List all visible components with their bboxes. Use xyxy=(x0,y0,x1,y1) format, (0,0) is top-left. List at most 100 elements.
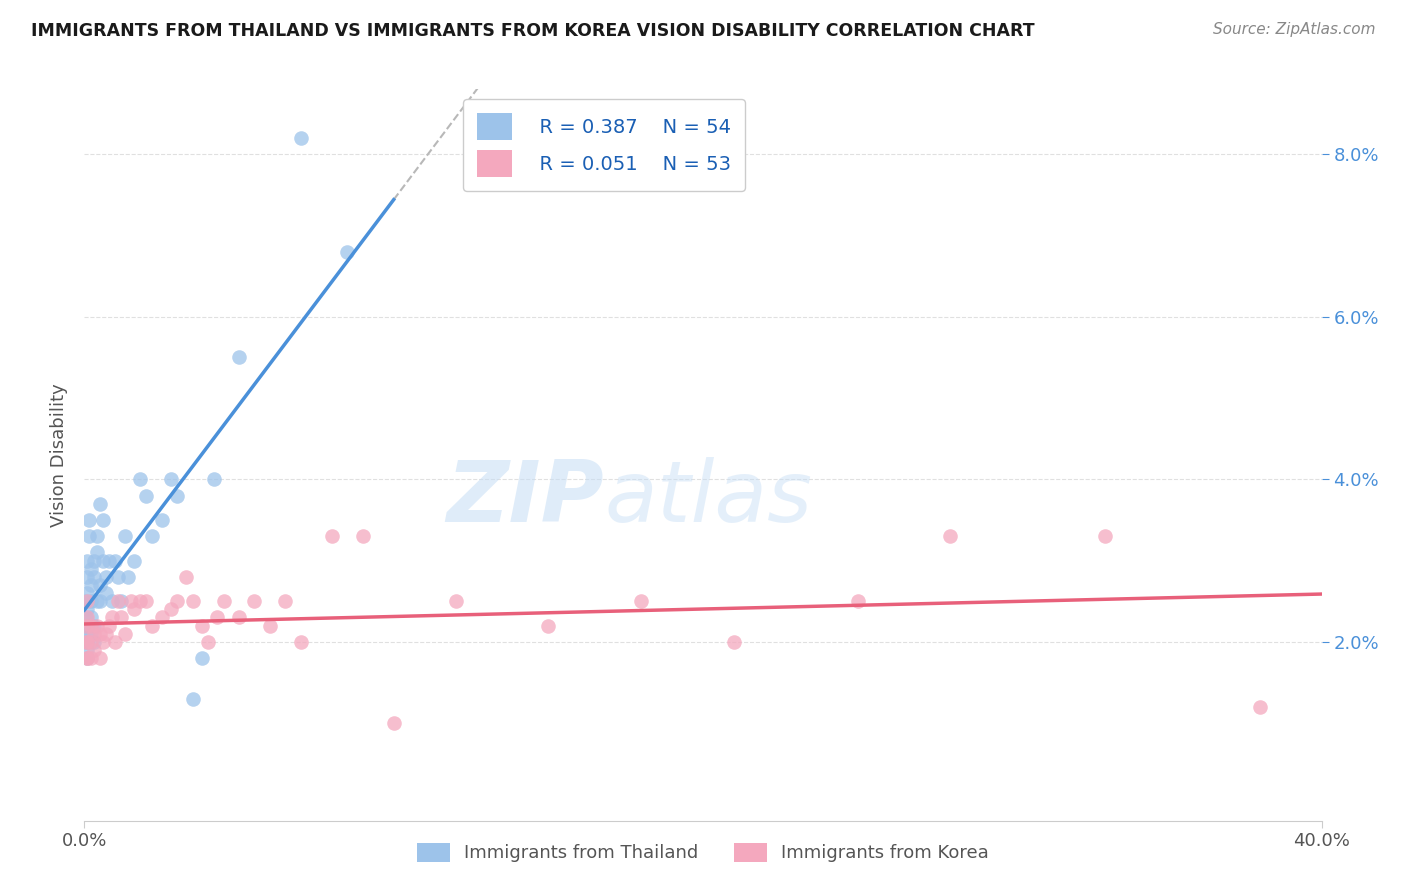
Point xyxy=(1249,699,1271,714)
Point xyxy=(83,618,105,632)
Point xyxy=(114,626,136,640)
Point xyxy=(114,529,136,543)
Point xyxy=(83,570,105,584)
Point xyxy=(94,626,117,640)
Point xyxy=(83,635,105,649)
Point xyxy=(212,594,235,608)
Point xyxy=(75,610,97,624)
Point xyxy=(98,553,121,567)
Point xyxy=(91,635,114,649)
Point xyxy=(207,610,229,624)
Point xyxy=(723,635,745,649)
Point xyxy=(76,553,98,567)
Point xyxy=(202,472,225,486)
Point xyxy=(129,472,152,486)
Point xyxy=(107,594,129,608)
Point xyxy=(76,602,98,616)
Point xyxy=(98,618,121,632)
Point xyxy=(259,618,281,632)
Point xyxy=(89,578,111,592)
Point xyxy=(79,578,101,592)
Point xyxy=(79,626,101,640)
Point xyxy=(76,643,98,657)
Point xyxy=(101,594,124,608)
Point xyxy=(141,618,163,632)
Point xyxy=(228,351,250,365)
Point xyxy=(197,635,219,649)
Point xyxy=(86,618,108,632)
Text: Source: ZipAtlas.com: Source: ZipAtlas.com xyxy=(1212,22,1375,37)
Y-axis label: Vision Disability: Vision Disability xyxy=(51,383,69,527)
Point xyxy=(1094,529,1116,543)
Point xyxy=(336,244,359,259)
Point xyxy=(191,618,214,632)
Point xyxy=(76,635,98,649)
Point xyxy=(77,529,100,543)
Point xyxy=(76,618,98,632)
Point xyxy=(76,651,98,665)
Point xyxy=(76,635,98,649)
Point xyxy=(352,529,374,543)
Point xyxy=(76,626,98,640)
Point xyxy=(76,635,98,649)
Point xyxy=(101,610,124,624)
Point xyxy=(86,545,108,559)
Point xyxy=(76,618,98,632)
Point xyxy=(83,626,105,640)
Point xyxy=(104,553,127,567)
Point xyxy=(243,594,266,608)
Point xyxy=(76,594,98,608)
Point xyxy=(76,651,98,665)
Point xyxy=(150,610,173,624)
Text: atlas: atlas xyxy=(605,458,813,541)
Point xyxy=(91,553,114,567)
Point xyxy=(150,513,173,527)
Point xyxy=(75,635,97,649)
Point xyxy=(181,691,204,706)
Point xyxy=(321,529,343,543)
Text: IMMIGRANTS FROM THAILAND VS IMMIGRANTS FROM KOREA VISION DISABILITY CORRELATION : IMMIGRANTS FROM THAILAND VS IMMIGRANTS F… xyxy=(31,22,1035,40)
Point xyxy=(79,610,101,624)
Point xyxy=(75,594,97,608)
Point xyxy=(89,594,111,608)
Point xyxy=(94,586,117,600)
Point xyxy=(135,594,157,608)
Point xyxy=(83,553,105,567)
Point xyxy=(110,594,132,608)
Legend:   R = 0.387    N = 54,   R = 0.051    N = 53: R = 0.387 N = 54, R = 0.051 N = 53 xyxy=(463,99,745,191)
Point xyxy=(86,594,108,608)
Point xyxy=(166,594,188,608)
Point xyxy=(939,529,962,543)
Point xyxy=(444,594,467,608)
Point xyxy=(122,602,145,616)
Point xyxy=(89,497,111,511)
Point xyxy=(76,610,98,624)
Point xyxy=(94,570,117,584)
Point xyxy=(89,626,111,640)
Point xyxy=(79,635,101,649)
Point xyxy=(86,529,108,543)
Point xyxy=(76,651,98,665)
Point xyxy=(104,635,127,649)
Point xyxy=(110,610,132,624)
Text: ZIP: ZIP xyxy=(446,458,605,541)
Point xyxy=(79,562,101,576)
Point xyxy=(228,610,250,624)
Point xyxy=(79,618,101,632)
Point xyxy=(135,489,157,503)
Point xyxy=(181,594,204,608)
Point xyxy=(176,570,198,584)
Point xyxy=(75,618,97,632)
Point xyxy=(129,594,152,608)
Point xyxy=(120,594,142,608)
Point xyxy=(122,553,145,567)
Point xyxy=(537,618,560,632)
Point xyxy=(83,643,105,657)
Point xyxy=(290,131,312,145)
Point xyxy=(77,513,100,527)
Point xyxy=(290,635,312,649)
Point xyxy=(89,651,111,665)
Point xyxy=(382,716,405,731)
Point xyxy=(166,489,188,503)
Point xyxy=(630,594,652,608)
